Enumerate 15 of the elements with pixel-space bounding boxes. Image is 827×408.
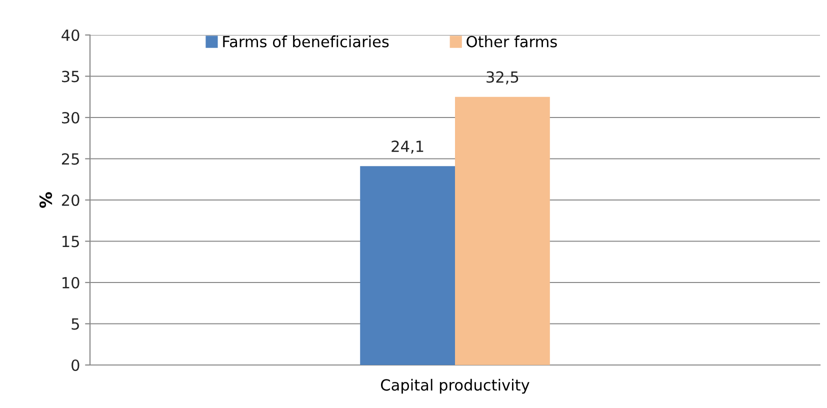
y-tick-label: 20 bbox=[62, 194, 80, 206]
data-label: 24,1 bbox=[392, 140, 424, 154]
y-tick-label: 15 bbox=[62, 236, 79, 248]
legend-label: Farms of beneficiaries bbox=[223, 36, 389, 48]
y-tick-label: 25 bbox=[62, 153, 79, 165]
legend-label: Other farms bbox=[466, 36, 557, 48]
y-tick-label: 35 bbox=[62, 70, 79, 82]
y-tick-label: 5 bbox=[72, 318, 79, 330]
y-tick-label: 30 bbox=[62, 112, 80, 124]
y-axis-title: % bbox=[39, 192, 52, 208]
data-label: 32,5 bbox=[486, 71, 518, 84]
y-tick-label: 10 bbox=[62, 276, 80, 289]
y-tick-label: 40 bbox=[62, 29, 80, 42]
y-tick-label: 0 bbox=[72, 359, 80, 372]
x-tick-label: Capital productivity bbox=[380, 378, 530, 394]
